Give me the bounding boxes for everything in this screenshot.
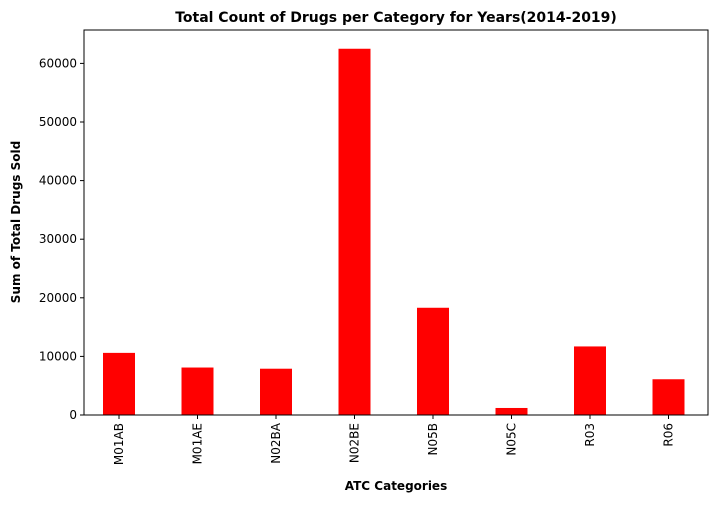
x-axis-label: ATC Categories [345, 479, 447, 493]
y-tick-label: 50000 [39, 115, 77, 129]
y-axis-label: Sum of Total Drugs Sold [9, 141, 23, 303]
bar-m01ab [103, 352, 135, 415]
bar-n02be [338, 48, 371, 415]
chart-title: Total Count of Drugs per Category for Ye… [175, 10, 617, 26]
bar-m01ae [181, 367, 214, 415]
bar-n05c [495, 407, 528, 415]
y-tick-label: 0 [69, 408, 77, 422]
x-tick-label: N02BE [348, 423, 362, 463]
y-axis-ticks: 0 10000 20000 30000 40000 50000 60000 [39, 56, 84, 422]
bar-r03 [574, 346, 606, 415]
bar-r06 [652, 379, 685, 415]
y-tick-label: 40000 [39, 174, 77, 188]
bar-n02ba [260, 368, 292, 415]
x-tick-label: N02BA [269, 422, 283, 463]
x-tick-label: N05B [426, 423, 440, 455]
y-tick-label: 30000 [39, 232, 77, 246]
x-tick-label: R03 [583, 423, 597, 447]
plot-frame [83, 29, 709, 416]
y-tick-label: 60000 [39, 56, 77, 70]
x-tick-label: R06 [662, 423, 676, 447]
x-tick-label: N05C [505, 423, 519, 456]
y-tick-label: 20000 [39, 291, 77, 305]
y-tick-label: 10000 [39, 349, 77, 363]
x-tick-label: M01AB [112, 423, 126, 465]
x-axis-ticks: M01AB M01AE N02BA N02BE N05B N05C R03 R06 [112, 415, 676, 465]
x-tick-label: M01AE [191, 423, 205, 464]
bar-n05b [417, 307, 449, 415]
bars-group [103, 48, 685, 415]
